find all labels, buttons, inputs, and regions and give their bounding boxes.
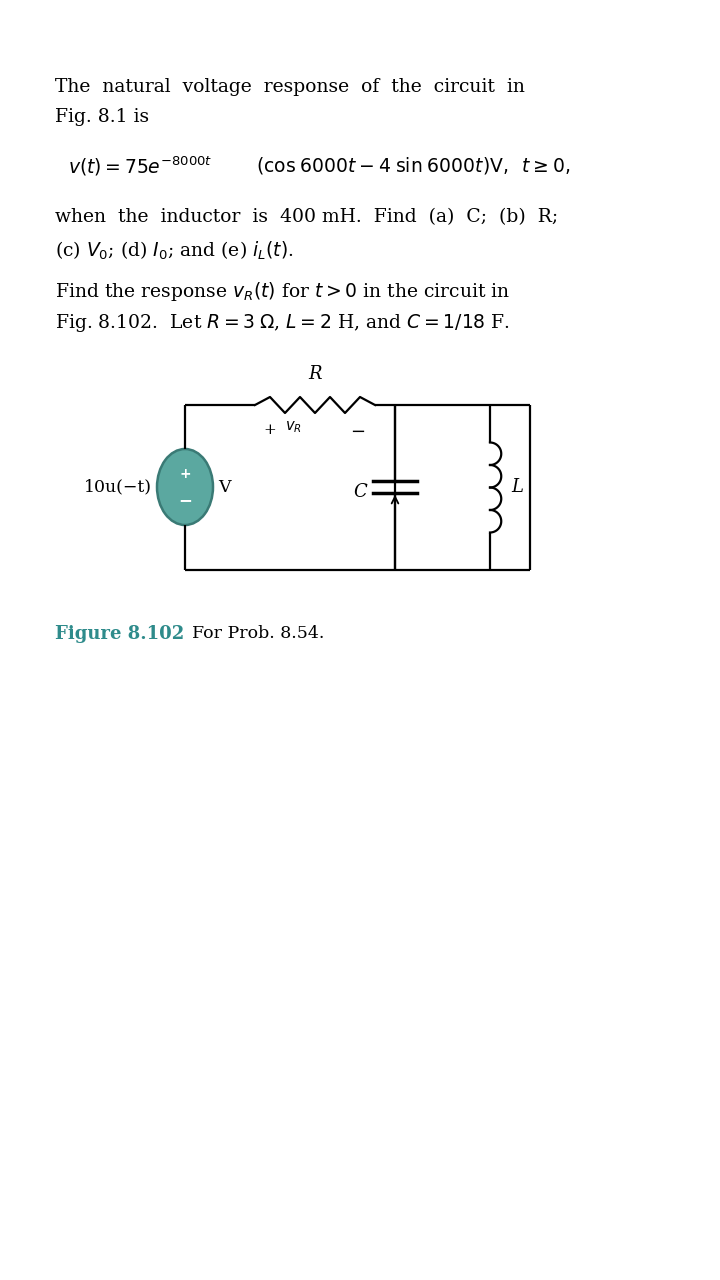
- Text: −: −: [178, 492, 192, 509]
- Text: The  natural  voltage  response  of  the  circuit  in: The natural voltage response of the circ…: [55, 78, 525, 96]
- Ellipse shape: [157, 449, 213, 525]
- Text: Find the response $v_R(t)$ for $t > 0$ in the circuit in: Find the response $v_R(t)$ for $t > 0$ i…: [55, 280, 510, 303]
- Text: L: L: [511, 479, 523, 497]
- Text: C: C: [353, 483, 367, 500]
- Text: R: R: [308, 365, 322, 383]
- Text: For Prob. 8.54.: For Prob. 8.54.: [170, 625, 325, 643]
- Text: −: −: [350, 422, 365, 442]
- Text: +: +: [179, 467, 191, 481]
- Text: when  the  inductor  is  400 mH.  Find  (a)  C;  (b)  R;: when the inductor is 400 mH. Find (a) C;…: [55, 207, 558, 227]
- Text: Fig. 8.1 is: Fig. 8.1 is: [55, 108, 149, 125]
- Text: +: +: [263, 422, 276, 436]
- Text: $v_R$: $v_R$: [285, 419, 302, 435]
- Text: Fig. 8.102.  Let $R = 3\;\Omega$, $L = 2$ H, and $C = 1/18$ F.: Fig. 8.102. Let $R = 3\;\Omega$, $L = 2$…: [55, 312, 510, 334]
- Text: 10u(−t): 10u(−t): [84, 479, 152, 495]
- Text: V: V: [218, 479, 230, 495]
- Text: (c) $V_0$; (d) $I_0$; and (e) $i_L(t)$.: (c) $V_0$; (d) $I_0$; and (e) $i_L(t)$.: [55, 241, 294, 262]
- Text: $v(t) = 75e^{-8000t}$: $v(t) = 75e^{-8000t}$: [68, 155, 212, 178]
- Text: $({\rm cos}\;6000t - 4\;{\rm sin}\;6000t){\rm V},\;\;t \geq 0,$: $({\rm cos}\;6000t - 4\;{\rm sin}\;6000t…: [256, 155, 570, 175]
- Text: Figure 8.102: Figure 8.102: [55, 625, 184, 643]
